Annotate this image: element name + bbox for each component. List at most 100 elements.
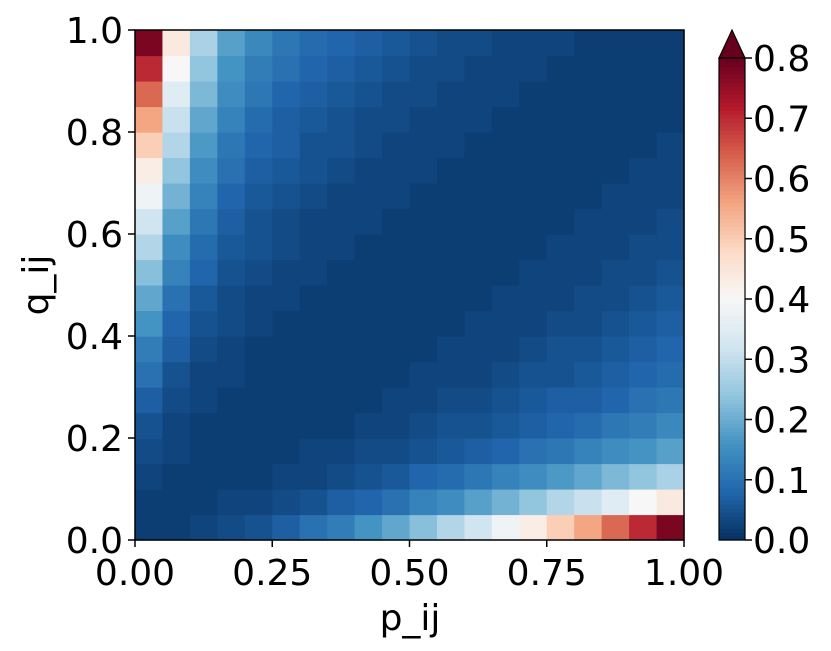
heatmap-cell bbox=[601, 81, 630, 108]
heatmap-cell bbox=[354, 285, 383, 312]
heatmap-cell bbox=[354, 387, 383, 414]
heatmap-cell bbox=[519, 489, 548, 516]
heatmap-cell bbox=[327, 463, 356, 490]
colorbar-tick-label: 0.1 bbox=[753, 461, 810, 502]
heatmap-cell bbox=[299, 157, 328, 184]
heatmap-cell bbox=[244, 183, 273, 210]
heatmap-cell bbox=[491, 81, 520, 108]
heatmap-cell bbox=[464, 438, 493, 465]
heatmap-cell bbox=[464, 514, 493, 541]
heatmap-cell bbox=[135, 310, 164, 337]
colorbar-segment bbox=[719, 134, 745, 139]
heatmap-cell bbox=[519, 336, 548, 363]
heatmap-cell bbox=[491, 285, 520, 312]
colorbar-segment bbox=[719, 359, 745, 364]
colorbar-segment bbox=[719, 455, 745, 461]
heatmap-cell bbox=[629, 132, 658, 159]
heatmap-cell bbox=[629, 438, 658, 465]
y-tick-label: 0.0 bbox=[66, 521, 123, 562]
heatmap bbox=[135, 30, 685, 541]
heatmap-cell bbox=[244, 463, 273, 490]
colorbar-segment bbox=[719, 527, 745, 533]
heatmap-cell bbox=[162, 132, 191, 159]
heatmap-cell bbox=[135, 259, 164, 286]
heatmap-cell bbox=[244, 132, 273, 159]
heatmap-cell bbox=[491, 106, 520, 133]
heatmap-cell bbox=[244, 387, 273, 414]
heatmap-cell bbox=[491, 183, 520, 210]
heatmap-cell bbox=[656, 285, 685, 312]
heatmap-cell bbox=[135, 55, 164, 82]
heatmap-cell bbox=[327, 514, 356, 541]
heatmap-cell bbox=[189, 285, 218, 312]
heatmap-cell bbox=[491, 310, 520, 337]
colorbar-segment bbox=[719, 62, 745, 67]
colorbar-segment bbox=[719, 170, 745, 176]
heatmap-cell bbox=[217, 132, 246, 159]
heatmap-cell bbox=[299, 234, 328, 261]
heatmap-cell bbox=[189, 81, 218, 108]
heatmap-cell bbox=[135, 234, 164, 261]
heatmap-cell bbox=[656, 310, 685, 337]
colorbar-segment bbox=[719, 122, 745, 127]
colorbar-segment bbox=[719, 423, 745, 429]
heatmap-cell bbox=[327, 489, 356, 516]
heatmap-cell bbox=[217, 387, 246, 414]
heatmap-cell bbox=[354, 438, 383, 465]
heatmap-cell bbox=[189, 106, 218, 133]
heatmap-cell bbox=[189, 157, 218, 184]
heatmap-cell bbox=[382, 336, 411, 363]
heatmap-cell bbox=[601, 157, 630, 184]
heatmap-cell bbox=[244, 310, 273, 337]
colorbar-segment bbox=[719, 435, 745, 441]
heatmap-cell bbox=[464, 259, 493, 286]
colorbar-segment bbox=[719, 78, 745, 83]
heatmap-cell bbox=[217, 438, 246, 465]
heatmap-cell bbox=[546, 463, 575, 490]
heatmap-cell bbox=[656, 234, 685, 261]
heatmap-cell bbox=[436, 183, 465, 210]
heatmap-cell bbox=[382, 310, 411, 337]
heatmap-cell bbox=[546, 106, 575, 133]
colorbar-segment bbox=[719, 266, 745, 272]
colorbar-tick-label: 0.0 bbox=[753, 521, 810, 562]
x-tick-label: 1.00 bbox=[644, 553, 724, 594]
colorbar-segment bbox=[719, 503, 745, 509]
heatmap-cell bbox=[135, 463, 164, 490]
heatmap-cell bbox=[491, 259, 520, 286]
heatmap-cell bbox=[354, 514, 383, 541]
colorbar-segment bbox=[719, 154, 745, 160]
colorbar-segment bbox=[719, 495, 745, 501]
heatmap-cell bbox=[546, 438, 575, 465]
heatmap-cell bbox=[629, 489, 658, 516]
heatmap-cell bbox=[135, 285, 164, 312]
heatmap-cell bbox=[436, 463, 465, 490]
heatmap-cell bbox=[327, 234, 356, 261]
heatmap-cell bbox=[491, 463, 520, 490]
heatmap-cell bbox=[217, 55, 246, 82]
heatmap-cell bbox=[409, 30, 438, 57]
heatmap-cell bbox=[382, 514, 411, 541]
colorbar-segment bbox=[719, 303, 745, 308]
colorbar-segment bbox=[719, 459, 745, 465]
colorbar-segment bbox=[719, 403, 745, 409]
colorbar-segment bbox=[719, 222, 745, 228]
heatmap-cell bbox=[546, 132, 575, 159]
colorbar-segment bbox=[719, 419, 745, 425]
colorbar-segment bbox=[719, 202, 745, 208]
colorbar-segment bbox=[719, 383, 745, 388]
x-tick-label: 0.75 bbox=[507, 553, 587, 594]
heatmap-cell bbox=[162, 55, 191, 82]
heatmap-cell bbox=[546, 336, 575, 363]
heatmap-cell bbox=[162, 234, 191, 261]
heatmap-cell bbox=[217, 183, 246, 210]
heatmap-cell bbox=[162, 336, 191, 363]
heatmap-cell bbox=[436, 106, 465, 133]
heatmap-cell bbox=[189, 361, 218, 388]
colorbar-segment bbox=[719, 282, 745, 288]
heatmap-cell bbox=[519, 463, 548, 490]
heatmap-cell bbox=[656, 81, 685, 108]
heatmap-cell bbox=[162, 463, 191, 490]
colorbar-segment bbox=[719, 299, 745, 304]
colorbar-segment bbox=[719, 395, 745, 401]
